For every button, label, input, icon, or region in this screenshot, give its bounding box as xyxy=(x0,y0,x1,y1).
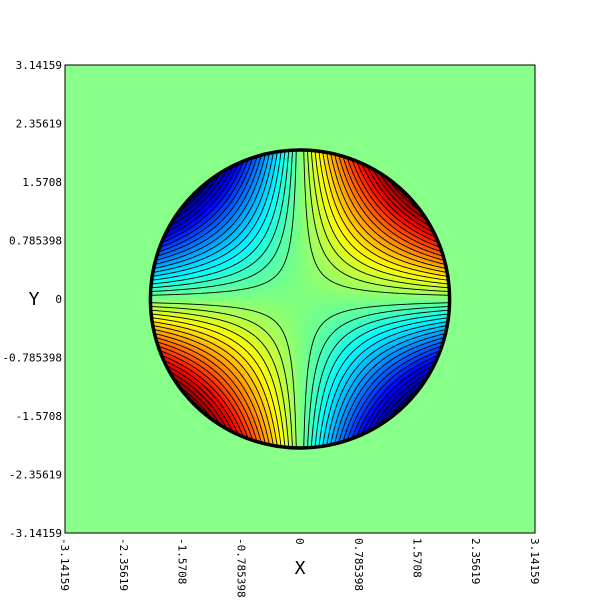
contour-line xyxy=(150,323,280,448)
domain-boundary xyxy=(148,148,452,450)
contour-line xyxy=(325,331,450,448)
contour-line xyxy=(150,150,263,253)
contour-line xyxy=(332,150,450,260)
contour-line xyxy=(320,323,450,448)
contour-line xyxy=(323,327,450,448)
contour-line xyxy=(317,150,450,278)
contour-line xyxy=(302,150,450,296)
contour-line xyxy=(150,150,275,267)
contour-line xyxy=(150,150,298,296)
contour-line xyxy=(317,320,450,448)
y-tick-label: 3.14159 xyxy=(16,59,62,72)
contour-line xyxy=(150,334,272,448)
contour-line xyxy=(150,342,265,448)
contour-line xyxy=(337,150,450,253)
x-tick-label: 3.14159 xyxy=(528,538,541,584)
contour-line xyxy=(323,150,450,271)
contour-line xyxy=(302,302,450,448)
contour-line xyxy=(150,150,280,275)
contour-line xyxy=(150,150,289,285)
contour-line xyxy=(150,345,263,448)
contour-line xyxy=(328,150,450,264)
x-tick-label: -1.5708 xyxy=(175,538,188,584)
y-tick-label: -1.5708 xyxy=(16,410,62,423)
contour-line xyxy=(150,313,289,448)
contour-line xyxy=(150,150,277,271)
contour-line xyxy=(314,316,450,448)
contour-line xyxy=(332,338,450,448)
domain-boundary-group xyxy=(148,148,452,450)
contour-line xyxy=(150,309,292,448)
contour-line xyxy=(335,150,450,256)
contour-line xyxy=(308,309,450,448)
y-tick-label: -3.14159 xyxy=(9,527,62,540)
contour-line xyxy=(150,316,286,448)
x-tick-label: 1.5708 xyxy=(411,538,424,578)
contour-line xyxy=(150,305,295,448)
contour-line xyxy=(150,331,275,448)
y-tick-label: 1.5708 xyxy=(22,176,62,189)
x-tick-label: 0 xyxy=(293,538,306,545)
contour-line xyxy=(335,342,450,448)
contour-line xyxy=(305,305,450,448)
y-tick-label: 2.35619 xyxy=(16,118,62,131)
y-tick-label: 0 xyxy=(55,293,62,306)
x-tick-label: 2.35619 xyxy=(469,538,482,584)
contour-line xyxy=(150,150,272,264)
x-tick-label: -3.14159 xyxy=(58,538,71,591)
contour-line xyxy=(150,150,283,278)
x-tick-label: -0.785398 xyxy=(234,538,247,598)
y-axis-label: Y xyxy=(29,289,40,310)
contour-line xyxy=(311,150,450,285)
contour-line xyxy=(308,150,450,289)
x-tick-labels: -3.14159 -2.35619 -1.5708 -0.785398 0 0.78539… xyxy=(58,538,541,598)
contour-line xyxy=(150,327,277,448)
plot-area xyxy=(64,64,536,534)
y-tick-labels: 3.14159 2.35619 1.5708 0.785398 0 -0.785398 -1… xyxy=(2,59,62,540)
y-tick-label: 0.785398 xyxy=(9,234,62,247)
contour-line xyxy=(328,334,450,448)
contour-line xyxy=(150,150,265,256)
contour-line xyxy=(325,150,450,267)
contour-line xyxy=(150,302,298,448)
y-tick-label: -0.785398 xyxy=(2,352,62,365)
contour-line xyxy=(150,150,286,282)
contour-line xyxy=(150,150,295,293)
x-tick-label: 0.785398 xyxy=(352,538,365,591)
contour-line xyxy=(150,150,268,260)
y-tick-label: -2.35619 xyxy=(9,468,62,481)
x-axis-label: X xyxy=(295,558,306,579)
contour-line xyxy=(311,313,450,448)
contour-line xyxy=(150,150,292,289)
contour-line xyxy=(320,150,450,275)
contour-line xyxy=(337,345,450,448)
x-tick-label: -2.35619 xyxy=(117,538,130,591)
contour-line xyxy=(305,150,450,293)
contour-line xyxy=(314,150,450,282)
field-fill xyxy=(150,150,450,448)
contour-line xyxy=(150,320,283,448)
contour-line xyxy=(150,338,268,448)
